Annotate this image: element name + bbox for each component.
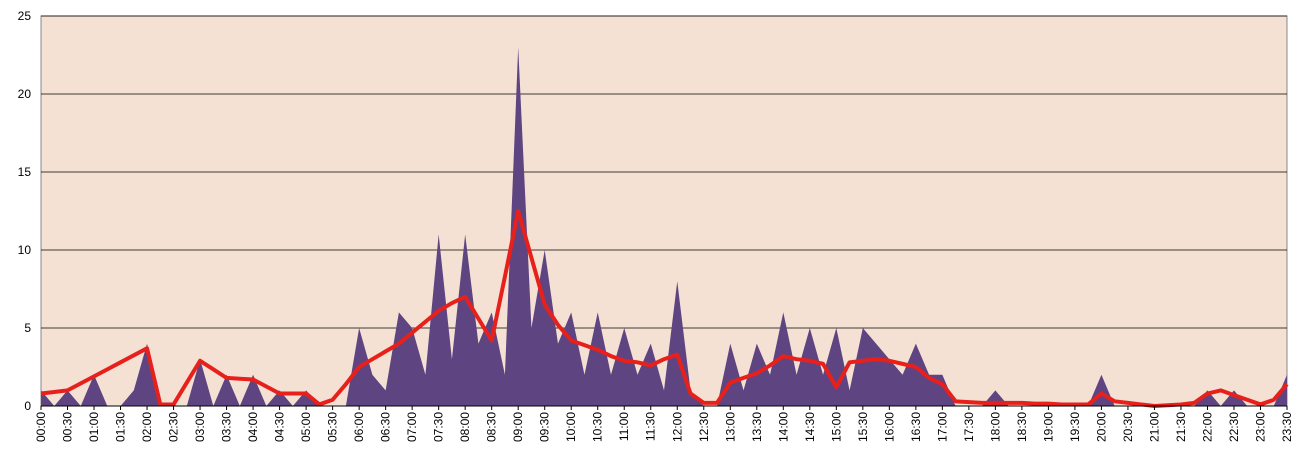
y-tick-label: 0 — [24, 399, 31, 413]
x-tick-label: 01:30 — [114, 412, 128, 442]
x-tick-label: 15:30 — [856, 412, 870, 442]
x-tick-label: 13:30 — [750, 412, 764, 442]
x-tick-label: 17:00 — [935, 412, 949, 442]
x-tick-label: 00:00 — [34, 412, 48, 442]
x-tick-label: 08:00 — [458, 412, 472, 442]
x-tick-label: 10:00 — [564, 412, 578, 442]
x-tick-label: 04:00 — [246, 412, 260, 442]
x-tick-label: 02:30 — [167, 412, 181, 442]
x-tick-label: 22:00 — [1200, 412, 1214, 442]
x-tick-label: 18:30 — [1015, 412, 1029, 442]
x-tick-label: 05:00 — [299, 412, 313, 442]
x-tick-label: 17:30 — [962, 412, 976, 442]
x-tick-label: 02:00 — [140, 412, 154, 442]
x-tick-label: 14:00 — [776, 412, 790, 442]
x-tick-label: 08:30 — [485, 412, 499, 442]
x-tick-label: 23:00 — [1253, 412, 1267, 442]
y-tick-label: 10 — [18, 243, 32, 257]
x-tick-label: 04:30 — [273, 412, 287, 442]
x-tick-label: 07:30 — [432, 412, 446, 442]
x-tick-label: 05:30 — [326, 412, 340, 442]
x-tick-label: 21:00 — [1147, 412, 1161, 442]
x-tick-label: 03:00 — [193, 412, 207, 442]
x-tick-label: 11:00 — [617, 412, 631, 441]
x-tick-label: 01:00 — [87, 412, 101, 442]
x-tick-label: 21:30 — [1174, 412, 1188, 442]
x-tick-label: 00:30 — [61, 412, 75, 442]
x-tick-label: 12:30 — [697, 412, 711, 442]
x-tick-label: 14:30 — [803, 412, 817, 442]
line — [40, 209, 1289, 408]
x-tick-label: 18:00 — [988, 412, 1002, 442]
x-tick-label: 03:30 — [220, 412, 234, 442]
x-tick-label: 06:30 — [379, 412, 393, 442]
y-tick-label: 15 — [18, 165, 32, 179]
x-tick-label: 19:30 — [1068, 412, 1082, 442]
x-tick-label: 19:00 — [1041, 412, 1055, 442]
y-tick-label: 25 — [18, 9, 32, 23]
x-tick-label: 10:30 — [591, 412, 605, 442]
x-tick-label: 11:30 — [644, 412, 658, 441]
x-tick-label: 06:00 — [352, 412, 366, 442]
x-tick-label: 07:00 — [405, 412, 419, 442]
x-tick-label: 13:00 — [723, 412, 737, 442]
x-tick-label: 22:30 — [1227, 412, 1241, 442]
y-tick-label: 5 — [24, 321, 31, 335]
x-tick-label: 16:00 — [882, 412, 896, 442]
x-tick-label: 15:00 — [829, 412, 843, 442]
x-tick-label: 09:30 — [538, 412, 552, 442]
x-tick-label: 20:00 — [1094, 412, 1108, 442]
x-tick-label: 16:30 — [909, 412, 923, 442]
x-tick-label: 09:00 — [511, 412, 525, 442]
x-tick-label: 20:30 — [1121, 412, 1135, 442]
plot-area — [40, 15, 1288, 407]
x-tick-label: 12:00 — [670, 412, 684, 442]
x-tick-label: 23:30 — [1280, 412, 1294, 442]
y-tick-label: 20 — [18, 87, 32, 101]
